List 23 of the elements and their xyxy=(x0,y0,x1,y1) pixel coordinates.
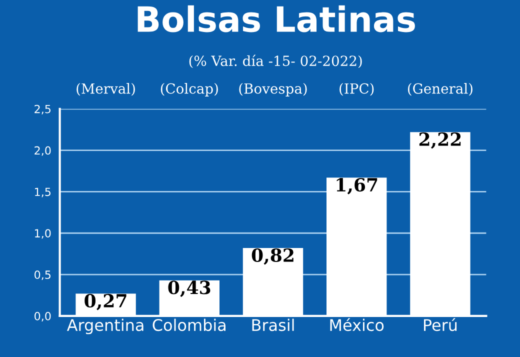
data-label: 0,43 xyxy=(168,280,210,298)
data-label: 0,82 xyxy=(252,248,294,265)
text: (Colcap) xyxy=(160,83,218,96)
data-label: 2,22 xyxy=(419,132,461,149)
text: (IPC) xyxy=(340,83,374,96)
text: (Merval) xyxy=(76,83,135,96)
text: (Bovespa) xyxy=(239,83,307,96)
chart-title: Bolsas Latinas xyxy=(138,5,415,32)
y-tick-label: 1,5 xyxy=(35,188,50,198)
y-tick-label: 1,0 xyxy=(35,229,51,239)
x-tick-label: Brasil xyxy=(252,318,294,332)
y-tick-label: 2,5 xyxy=(34,104,50,114)
data-label: 0,27 xyxy=(84,294,126,310)
data-label: 1,67 xyxy=(336,178,378,194)
y-tick-label: 2,0 xyxy=(34,146,51,156)
x-tick-label: Colombia xyxy=(152,318,226,332)
y-tick-label: 0,5 xyxy=(34,270,50,280)
chart-subtitle: (% Var. día -15- 02-2022) xyxy=(189,54,362,68)
x-tick-label: México xyxy=(330,318,384,332)
text: (General) xyxy=(408,83,472,96)
x-tick-label: Argentina xyxy=(66,318,144,334)
y-tick-label: 0,0 xyxy=(34,312,51,322)
x-tick-label: Perú xyxy=(424,318,457,332)
